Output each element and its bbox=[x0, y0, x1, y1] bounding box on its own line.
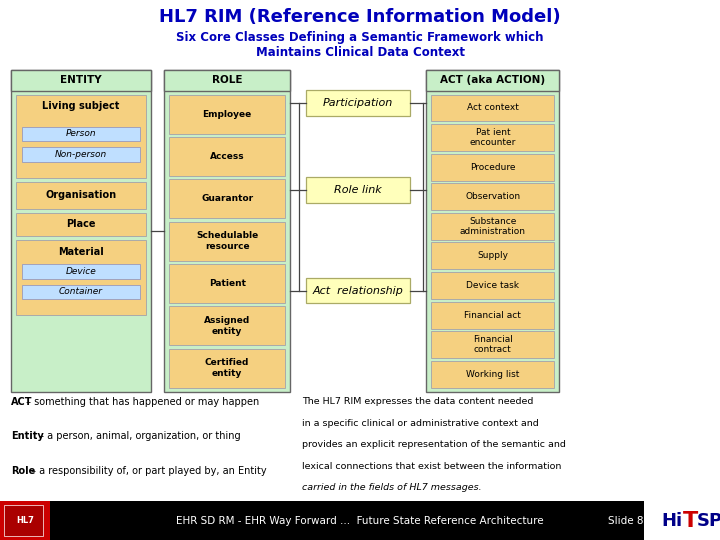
FancyBboxPatch shape bbox=[16, 182, 146, 209]
Text: in a specific clinical or administrative context and: in a specific clinical or administrative… bbox=[302, 418, 539, 428]
FancyBboxPatch shape bbox=[431, 331, 554, 358]
Text: Assigned
entity: Assigned entity bbox=[204, 316, 251, 335]
Text: lexical connections that exist between the information: lexical connections that exist between t… bbox=[302, 462, 562, 471]
Text: The HL7 RIM supports EHR interoperability; an: The HL7 RIM supports EHR interoperabilit… bbox=[302, 505, 552, 514]
FancyBboxPatch shape bbox=[169, 306, 285, 346]
Text: Procedure: Procedure bbox=[470, 163, 516, 172]
Text: Role link: Role link bbox=[334, 185, 382, 194]
Text: Participation: Participation bbox=[323, 98, 393, 108]
FancyBboxPatch shape bbox=[169, 179, 285, 218]
Text: ENTITY: ENTITY bbox=[60, 76, 102, 85]
FancyBboxPatch shape bbox=[11, 70, 151, 392]
FancyBboxPatch shape bbox=[169, 94, 285, 133]
FancyBboxPatch shape bbox=[169, 221, 285, 261]
Text: The HL7 RIM expresses the data content needed: The HL7 RIM expresses the data content n… bbox=[302, 397, 534, 406]
FancyBboxPatch shape bbox=[431, 302, 554, 328]
Text: Device: Device bbox=[66, 267, 96, 275]
FancyBboxPatch shape bbox=[431, 361, 554, 388]
FancyBboxPatch shape bbox=[16, 213, 146, 236]
FancyBboxPatch shape bbox=[22, 147, 140, 162]
FancyBboxPatch shape bbox=[11, 70, 151, 91]
Text: Financial act: Financial act bbox=[464, 310, 521, 320]
Text: Act  relationship: Act relationship bbox=[312, 286, 404, 295]
FancyBboxPatch shape bbox=[306, 90, 410, 116]
Text: Patient: Patient bbox=[209, 279, 246, 288]
Text: Participation: Participation bbox=[11, 501, 82, 511]
FancyBboxPatch shape bbox=[431, 94, 554, 122]
Text: Schedulable
resource: Schedulable resource bbox=[196, 232, 258, 251]
FancyBboxPatch shape bbox=[16, 240, 146, 315]
Text: Entity: Entity bbox=[11, 431, 43, 442]
FancyBboxPatch shape bbox=[431, 213, 554, 240]
Text: Supply: Supply bbox=[477, 252, 508, 260]
Text: – the involvement of a Role in: – the involvement of a Role in bbox=[65, 501, 214, 511]
Text: Substance
administration: Substance administration bbox=[460, 217, 526, 236]
FancyBboxPatch shape bbox=[431, 183, 554, 210]
Text: Person: Person bbox=[66, 130, 96, 138]
Text: ACT: ACT bbox=[11, 397, 32, 407]
FancyBboxPatch shape bbox=[22, 264, 140, 279]
FancyBboxPatch shape bbox=[22, 285, 140, 299]
FancyBboxPatch shape bbox=[306, 278, 410, 303]
Text: Material: Material bbox=[58, 247, 104, 256]
Text: Container: Container bbox=[59, 287, 103, 296]
Text: EHR may needs additional foundation classes (e.g.,: EHR may needs additional foundation clas… bbox=[302, 526, 547, 536]
Text: HL7 RIM (Reference Information Model): HL7 RIM (Reference Information Model) bbox=[159, 8, 561, 26]
Text: ACT (aka ACTION): ACT (aka ACTION) bbox=[440, 76, 546, 85]
Text: Place: Place bbox=[66, 219, 96, 230]
Text: Pat ient
encounter: Pat ient encounter bbox=[469, 128, 516, 147]
Text: Role: Role bbox=[11, 466, 35, 476]
FancyBboxPatch shape bbox=[431, 272, 554, 299]
FancyBboxPatch shape bbox=[169, 264, 285, 303]
Text: Slide 8: Slide 8 bbox=[608, 516, 644, 525]
FancyBboxPatch shape bbox=[426, 70, 559, 392]
FancyBboxPatch shape bbox=[426, 70, 559, 91]
FancyBboxPatch shape bbox=[431, 154, 554, 180]
FancyBboxPatch shape bbox=[16, 94, 146, 178]
FancyBboxPatch shape bbox=[431, 124, 554, 151]
Text: Living subject: Living subject bbox=[42, 102, 120, 111]
Text: T: T bbox=[683, 510, 698, 531]
FancyBboxPatch shape bbox=[644, 501, 720, 540]
FancyBboxPatch shape bbox=[164, 70, 290, 392]
Text: – a person, animal, organization, or thing: – a person, animal, organization, or thi… bbox=[36, 431, 240, 442]
Text: Working list: Working list bbox=[466, 370, 520, 379]
Text: Device task: Device task bbox=[467, 281, 519, 290]
Text: Act context: Act context bbox=[467, 104, 519, 112]
Text: – a responsibility of, or part played by, an Entity: – a responsibility of, or part played by… bbox=[27, 466, 266, 476]
Text: Access: Access bbox=[210, 152, 245, 161]
Text: ROLE: ROLE bbox=[212, 76, 243, 85]
Text: – something that has happened or may happen: – something that has happened or may hap… bbox=[23, 397, 260, 407]
Text: carried in the fields of HL7 messages.: carried in the fields of HL7 messages. bbox=[302, 483, 482, 492]
FancyBboxPatch shape bbox=[164, 70, 290, 91]
Text: Six Core Classes Defining a Semantic Framework which
Maintains Clinical Data Con: Six Core Classes Defining a Semantic Fra… bbox=[176, 31, 544, 59]
FancyBboxPatch shape bbox=[431, 242, 554, 269]
Text: SP: SP bbox=[697, 511, 720, 530]
FancyBboxPatch shape bbox=[22, 127, 140, 141]
FancyBboxPatch shape bbox=[0, 501, 720, 540]
Text: Certified
entity: Certified entity bbox=[205, 359, 249, 378]
FancyBboxPatch shape bbox=[4, 505, 43, 536]
Text: Observation: Observation bbox=[465, 192, 521, 201]
Text: HL7: HL7 bbox=[17, 516, 34, 525]
Text: Organisation: Organisation bbox=[45, 191, 117, 200]
Text: Guarantor: Guarantor bbox=[201, 194, 253, 203]
FancyBboxPatch shape bbox=[306, 177, 410, 202]
Text: Non-person: Non-person bbox=[55, 150, 107, 159]
Text: Employee: Employee bbox=[202, 110, 252, 119]
Text: provides an explicit representation of the semantic and: provides an explicit representation of t… bbox=[302, 440, 566, 449]
FancyBboxPatch shape bbox=[169, 349, 285, 388]
FancyBboxPatch shape bbox=[169, 137, 285, 176]
FancyBboxPatch shape bbox=[0, 501, 50, 540]
Text: Hi: Hi bbox=[662, 511, 683, 530]
Text: EHR SD RM - EHR Way Forward ...  Future State Reference Architecture: EHR SD RM - EHR Way Forward ... Future S… bbox=[176, 516, 544, 525]
Text: Financial
contract: Financial contract bbox=[473, 335, 513, 354]
